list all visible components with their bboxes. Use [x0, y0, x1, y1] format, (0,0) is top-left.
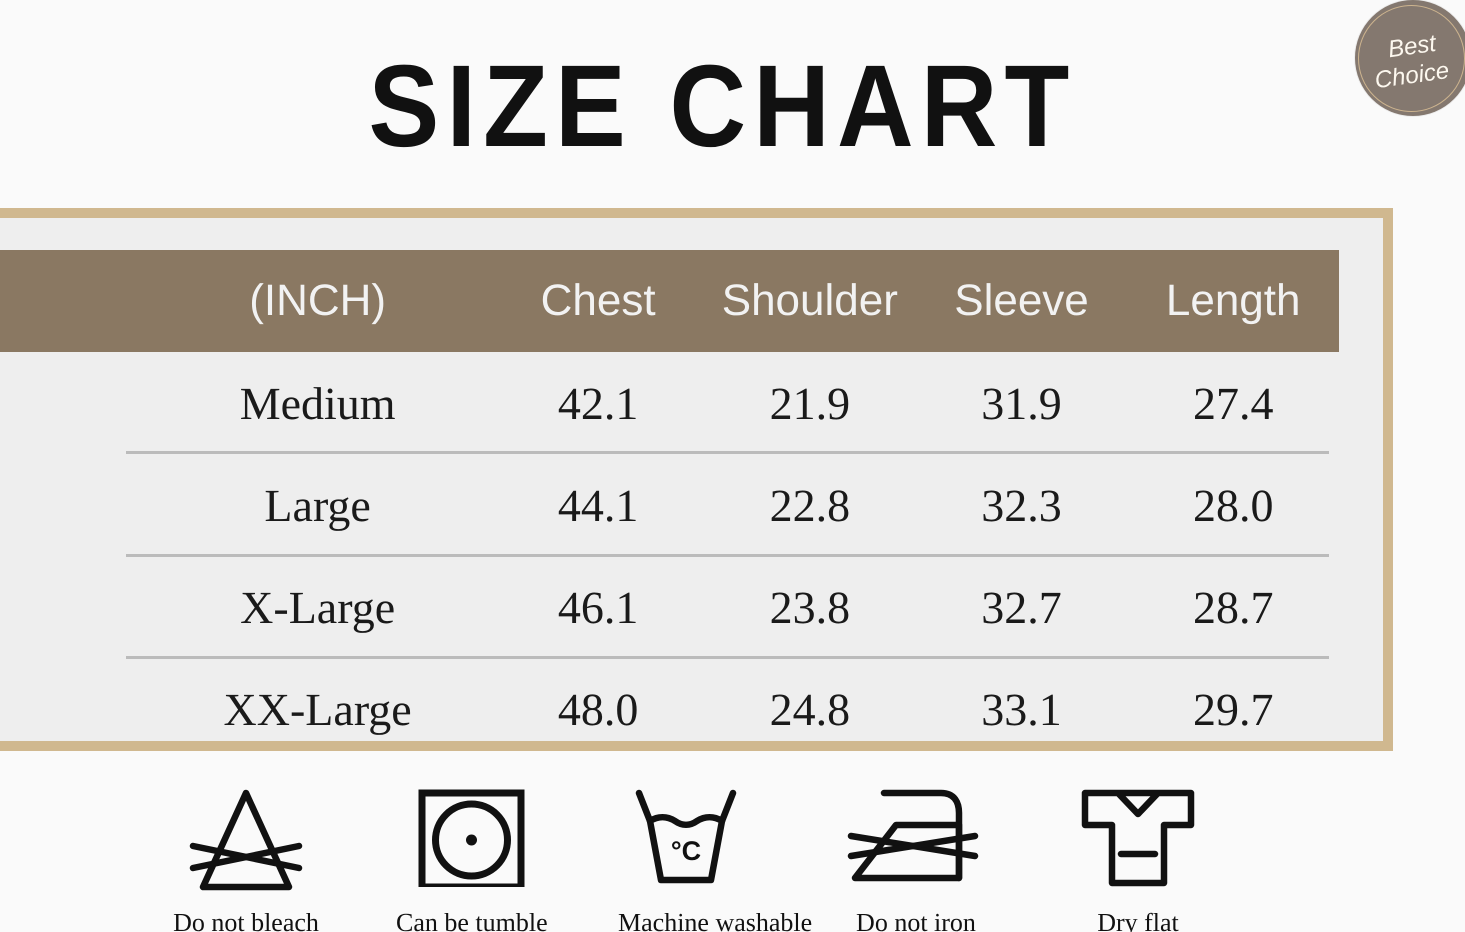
svg-text:Best: Best — [1386, 30, 1439, 64]
svg-text:Choice: Choice — [1373, 57, 1451, 94]
svg-text:°C: °C — [671, 836, 701, 866]
